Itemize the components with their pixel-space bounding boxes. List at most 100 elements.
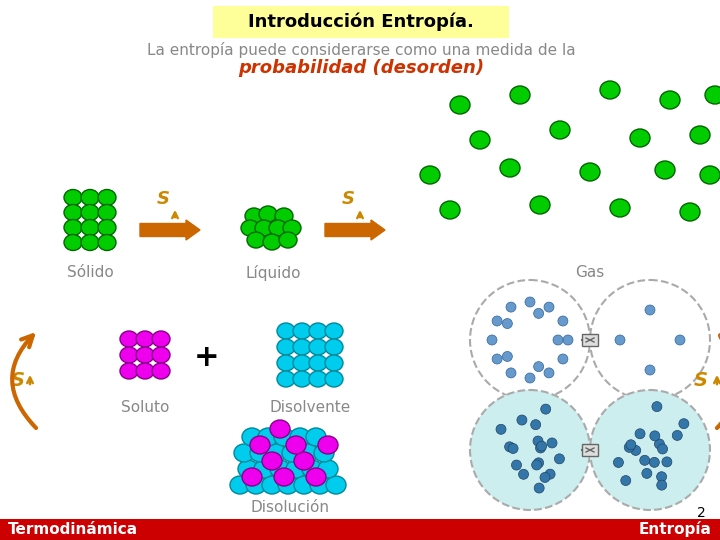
Ellipse shape bbox=[136, 363, 154, 379]
Ellipse shape bbox=[610, 199, 630, 217]
Ellipse shape bbox=[450, 96, 470, 114]
Ellipse shape bbox=[263, 234, 281, 250]
Ellipse shape bbox=[250, 444, 270, 462]
Ellipse shape bbox=[314, 444, 334, 462]
Ellipse shape bbox=[550, 121, 570, 139]
Ellipse shape bbox=[640, 455, 649, 465]
Ellipse shape bbox=[531, 460, 541, 470]
Ellipse shape bbox=[657, 480, 667, 490]
Text: S: S bbox=[11, 370, 25, 389]
Ellipse shape bbox=[325, 339, 343, 355]
Ellipse shape bbox=[531, 420, 541, 430]
Ellipse shape bbox=[262, 476, 282, 494]
Ellipse shape bbox=[279, 232, 297, 248]
Ellipse shape bbox=[318, 436, 338, 454]
Ellipse shape bbox=[635, 429, 645, 438]
Ellipse shape bbox=[544, 368, 554, 378]
Ellipse shape bbox=[318, 460, 338, 478]
Ellipse shape bbox=[613, 457, 624, 468]
Ellipse shape bbox=[553, 335, 563, 345]
Ellipse shape bbox=[626, 440, 636, 450]
Ellipse shape bbox=[293, 339, 311, 355]
Ellipse shape bbox=[238, 460, 258, 478]
Ellipse shape bbox=[615, 335, 625, 345]
Ellipse shape bbox=[660, 91, 680, 109]
Ellipse shape bbox=[274, 428, 294, 446]
Ellipse shape bbox=[470, 131, 490, 149]
Ellipse shape bbox=[152, 347, 170, 363]
Text: S: S bbox=[341, 190, 354, 208]
Ellipse shape bbox=[277, 323, 295, 339]
Ellipse shape bbox=[492, 316, 502, 326]
Ellipse shape bbox=[700, 166, 720, 184]
Ellipse shape bbox=[563, 335, 573, 345]
Ellipse shape bbox=[262, 452, 282, 470]
Ellipse shape bbox=[536, 443, 546, 453]
Ellipse shape bbox=[325, 371, 343, 387]
Ellipse shape bbox=[259, 206, 277, 222]
Ellipse shape bbox=[241, 220, 259, 236]
FancyArrowPatch shape bbox=[12, 335, 36, 428]
Ellipse shape bbox=[655, 161, 675, 179]
Ellipse shape bbox=[518, 469, 528, 480]
Ellipse shape bbox=[534, 483, 544, 493]
Ellipse shape bbox=[286, 460, 306, 478]
Ellipse shape bbox=[534, 458, 544, 468]
Ellipse shape bbox=[274, 468, 294, 486]
Ellipse shape bbox=[152, 331, 170, 347]
FancyArrow shape bbox=[140, 220, 200, 240]
Ellipse shape bbox=[64, 234, 82, 251]
Ellipse shape bbox=[540, 472, 550, 482]
Ellipse shape bbox=[517, 415, 527, 425]
Ellipse shape bbox=[242, 428, 262, 446]
Ellipse shape bbox=[136, 347, 154, 363]
Ellipse shape bbox=[525, 297, 535, 307]
Ellipse shape bbox=[64, 205, 82, 220]
FancyBboxPatch shape bbox=[582, 334, 598, 346]
Ellipse shape bbox=[496, 424, 506, 434]
Ellipse shape bbox=[254, 460, 274, 478]
Ellipse shape bbox=[506, 302, 516, 312]
Text: Disolvente: Disolvente bbox=[269, 400, 351, 415]
Text: probabilidad (desorden): probabilidad (desorden) bbox=[238, 59, 484, 77]
Ellipse shape bbox=[293, 371, 311, 387]
Ellipse shape bbox=[679, 418, 689, 429]
Ellipse shape bbox=[302, 460, 322, 478]
Ellipse shape bbox=[533, 436, 543, 446]
Ellipse shape bbox=[246, 476, 266, 494]
Ellipse shape bbox=[310, 476, 330, 494]
Ellipse shape bbox=[293, 355, 311, 371]
Ellipse shape bbox=[705, 86, 720, 104]
Ellipse shape bbox=[690, 126, 710, 144]
Ellipse shape bbox=[654, 439, 665, 449]
Ellipse shape bbox=[545, 469, 555, 479]
Ellipse shape bbox=[440, 201, 460, 219]
Ellipse shape bbox=[81, 190, 99, 206]
Ellipse shape bbox=[631, 446, 641, 455]
Ellipse shape bbox=[275, 208, 293, 224]
Bar bbox=[0, 519, 720, 540]
Text: 2: 2 bbox=[697, 506, 706, 520]
Ellipse shape bbox=[247, 232, 265, 248]
Text: +: + bbox=[194, 343, 220, 373]
Text: Disolución: Disolución bbox=[251, 500, 330, 515]
Ellipse shape bbox=[672, 430, 683, 441]
Ellipse shape bbox=[306, 468, 326, 486]
Ellipse shape bbox=[277, 371, 295, 387]
Ellipse shape bbox=[81, 234, 99, 251]
Ellipse shape bbox=[680, 203, 700, 221]
Text: La entropía puede considerarse como una medida de la: La entropía puede considerarse como una … bbox=[147, 42, 575, 58]
Ellipse shape bbox=[541, 404, 551, 414]
Ellipse shape bbox=[657, 472, 667, 482]
Ellipse shape bbox=[98, 205, 116, 220]
Ellipse shape bbox=[234, 444, 254, 462]
Ellipse shape bbox=[547, 438, 557, 448]
Text: Líquido: Líquido bbox=[246, 265, 301, 281]
Ellipse shape bbox=[152, 363, 170, 379]
Circle shape bbox=[590, 390, 710, 510]
Ellipse shape bbox=[255, 220, 273, 236]
Ellipse shape bbox=[120, 363, 138, 379]
Ellipse shape bbox=[534, 308, 544, 319]
Ellipse shape bbox=[325, 323, 343, 339]
Ellipse shape bbox=[277, 355, 295, 371]
